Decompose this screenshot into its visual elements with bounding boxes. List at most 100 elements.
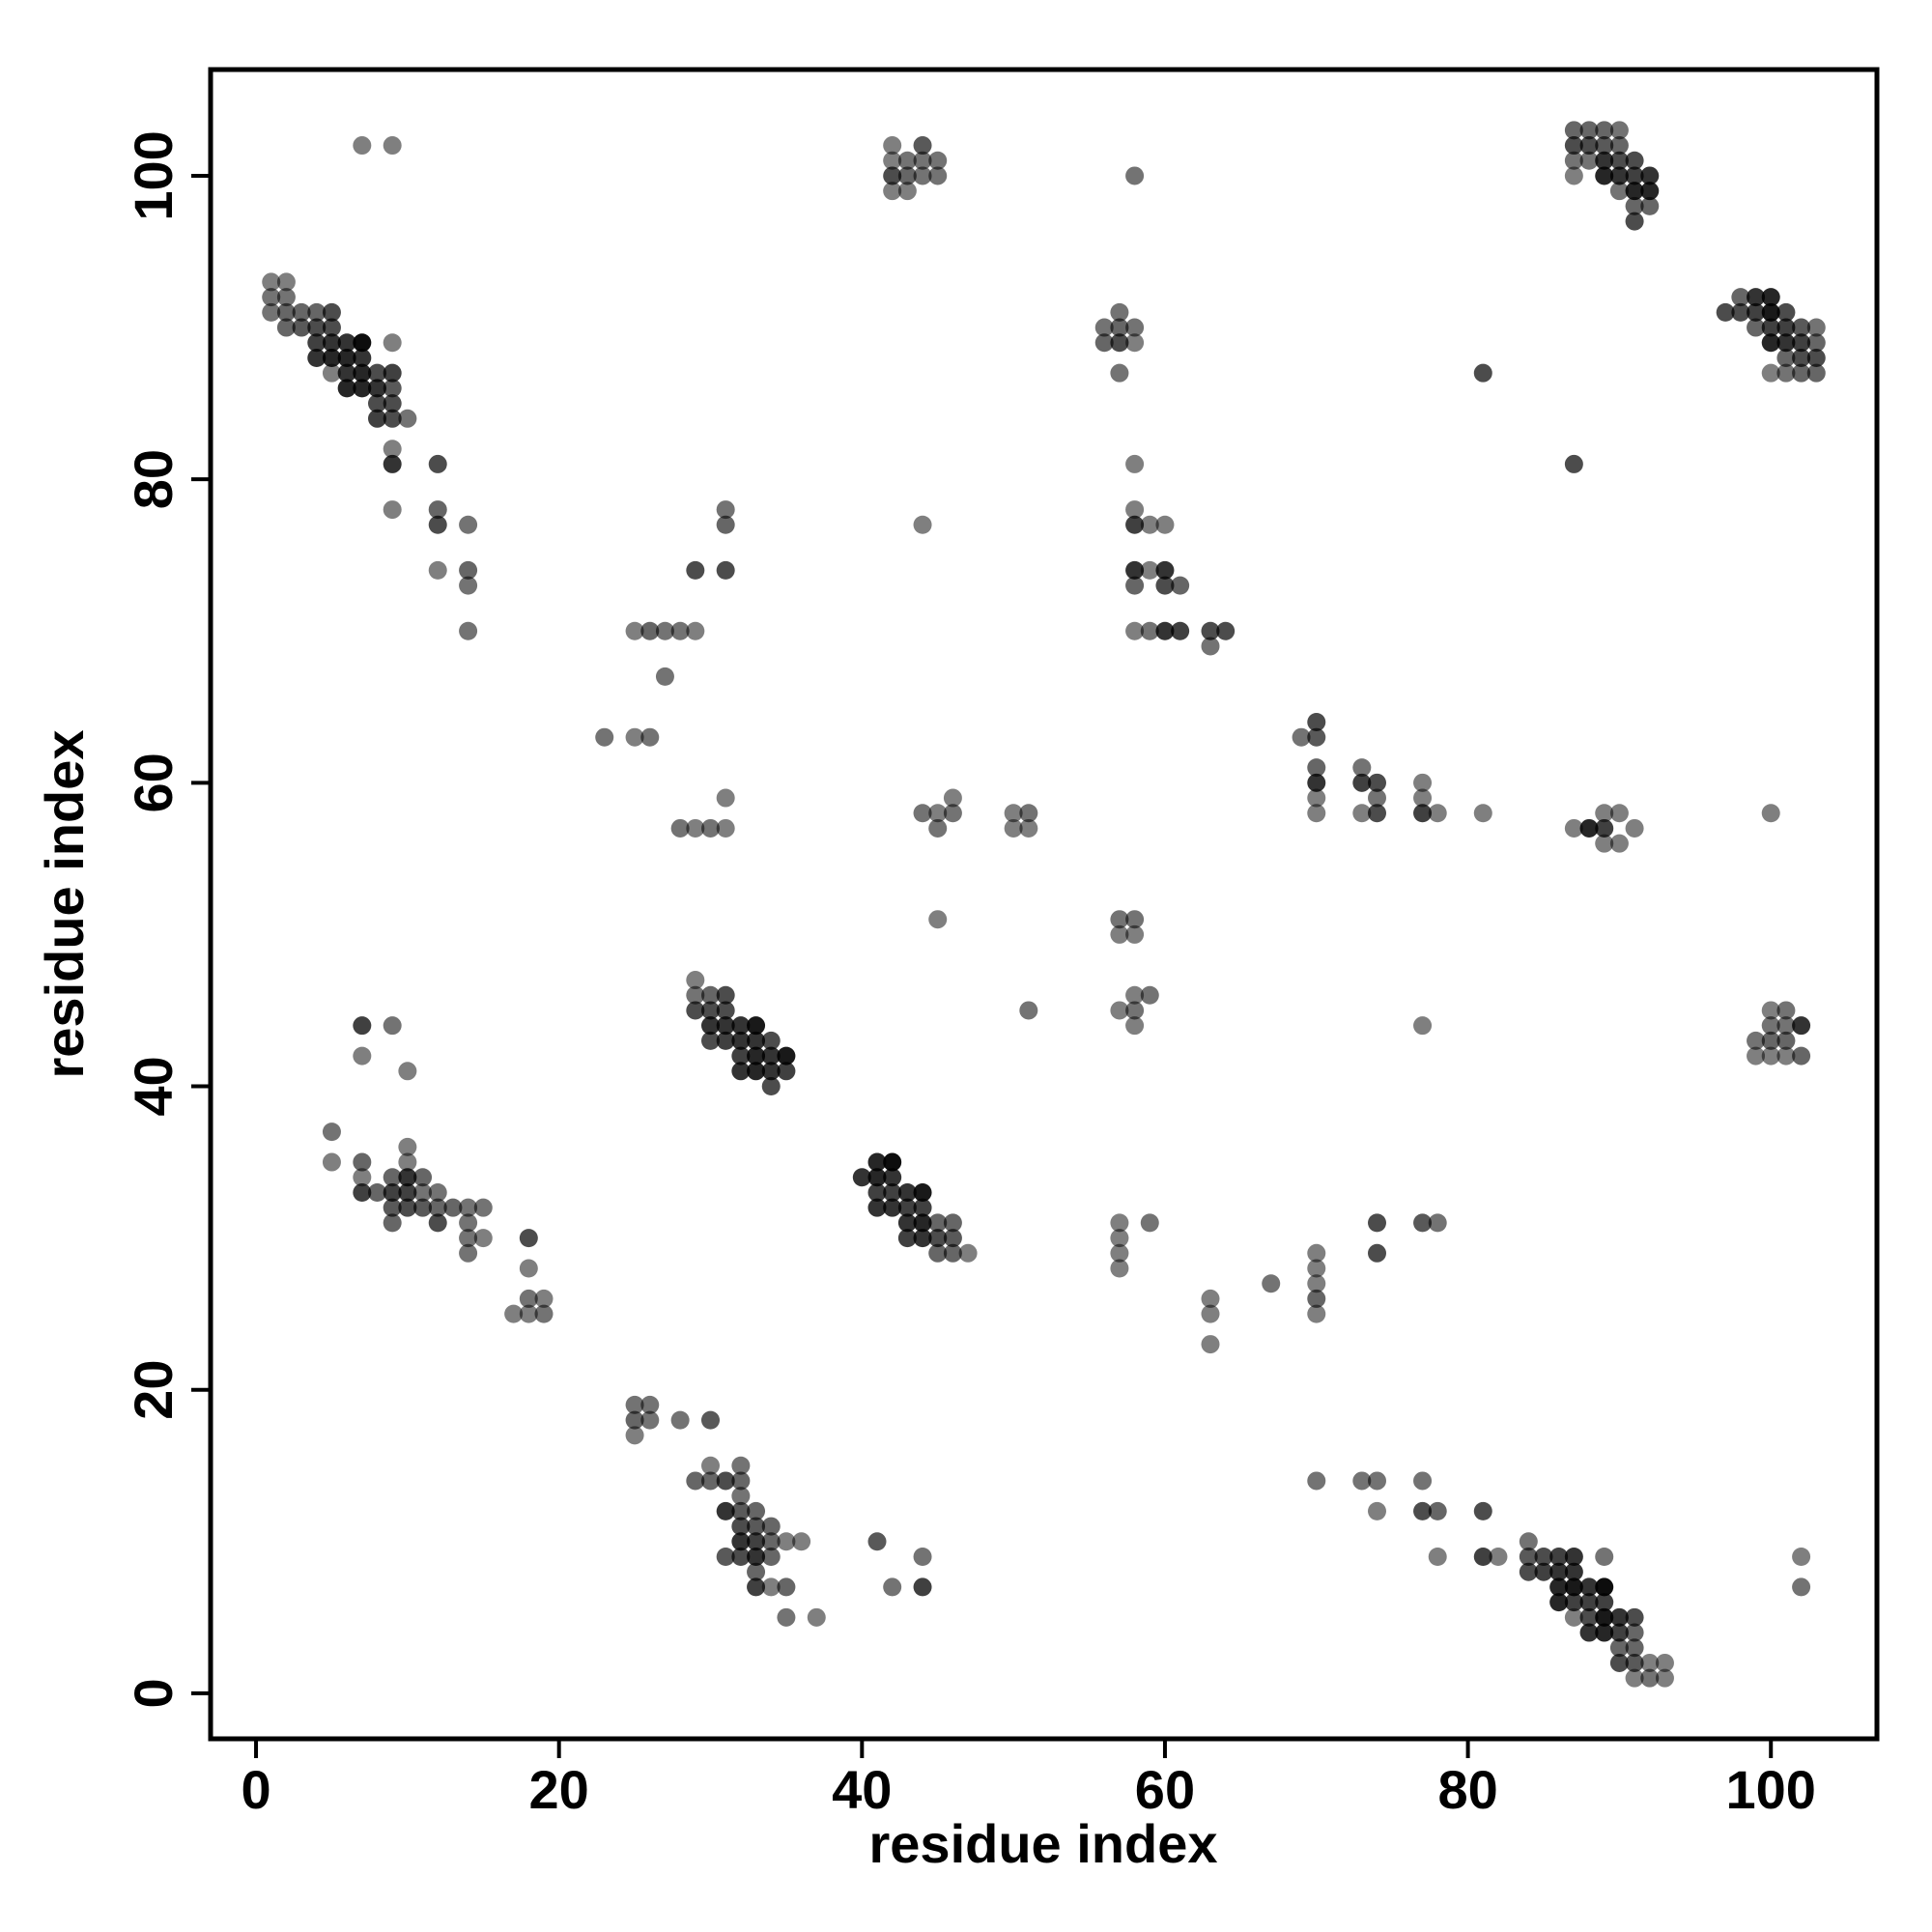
contact-point xyxy=(1201,637,1220,656)
contact-point xyxy=(1110,1259,1129,1278)
x-tick-label: 100 xyxy=(1726,1759,1816,1820)
contact-point xyxy=(428,454,447,473)
contact-point xyxy=(398,1062,417,1081)
contact-point xyxy=(655,667,674,686)
contact-point xyxy=(1201,1304,1220,1323)
contact-point xyxy=(1761,288,1780,307)
contact-point xyxy=(1579,151,1599,170)
contact-point xyxy=(1201,621,1220,640)
contact-point xyxy=(731,1046,751,1065)
contact-point xyxy=(928,1213,948,1233)
contact-point xyxy=(1776,333,1796,353)
contact-point xyxy=(1019,1001,1038,1020)
contact-point xyxy=(1201,1289,1220,1308)
contact-point xyxy=(1307,727,1326,747)
contact-point xyxy=(1761,1046,1780,1065)
contact-point xyxy=(519,1229,538,1248)
contact-point xyxy=(1155,560,1175,580)
contact-point xyxy=(353,1046,372,1065)
contact-point xyxy=(353,1168,372,1187)
contact-point xyxy=(307,318,327,337)
contact-point xyxy=(625,727,644,747)
contact-point xyxy=(595,727,614,747)
contact-point xyxy=(1747,302,1766,322)
contact-point xyxy=(383,394,402,413)
contact-point xyxy=(1564,166,1583,185)
contact-point xyxy=(276,302,296,322)
contact-point xyxy=(383,1016,402,1036)
contact-point xyxy=(353,1016,372,1036)
contact-point xyxy=(1549,1562,1569,1581)
contact-point xyxy=(353,1182,372,1202)
contact-point xyxy=(459,1198,478,1217)
contact-point xyxy=(1125,576,1145,595)
contact-point xyxy=(686,621,705,640)
contact-point xyxy=(1792,1046,1811,1065)
contact-point xyxy=(1413,1016,1433,1036)
contact-point xyxy=(1368,1501,1386,1520)
contact-point xyxy=(1761,1001,1780,1020)
contact-point xyxy=(1747,318,1766,337)
contact-point xyxy=(761,1062,781,1081)
contact-point xyxy=(716,1501,735,1520)
contact-point xyxy=(1368,1213,1386,1233)
contact-point xyxy=(731,1532,751,1551)
contact-point xyxy=(1110,302,1129,322)
contact-point xyxy=(1776,1031,1796,1050)
contact-point xyxy=(777,1607,796,1627)
contact-point xyxy=(459,1213,478,1233)
contact-point xyxy=(1609,121,1629,140)
contact-point xyxy=(1609,1623,1629,1642)
contact-point xyxy=(1549,1577,1569,1597)
contact-point xyxy=(913,151,932,170)
contact-point xyxy=(1307,1243,1326,1263)
contact-point xyxy=(1609,166,1629,185)
contact-point xyxy=(731,1016,751,1036)
contact-point xyxy=(883,1152,902,1172)
contact-point xyxy=(1155,515,1175,534)
contact-point xyxy=(777,1046,796,1065)
contact-point xyxy=(1368,1243,1386,1263)
contact-point xyxy=(353,363,372,383)
contact-point xyxy=(1368,1471,1386,1491)
x-tick-label: 60 xyxy=(1135,1759,1195,1820)
y-tick-label: 60 xyxy=(123,753,184,812)
contact-point xyxy=(1564,151,1583,170)
contact-point xyxy=(761,1532,781,1551)
contact-point xyxy=(322,302,341,322)
contact-point xyxy=(1595,151,1614,170)
contact-point xyxy=(1216,621,1236,640)
contact-point xyxy=(1519,1562,1538,1581)
contact-point xyxy=(428,1182,447,1202)
contact-point xyxy=(747,1016,766,1036)
contact-point xyxy=(913,166,932,185)
contact-point xyxy=(1609,136,1629,156)
contact-point xyxy=(383,333,402,353)
contact-point xyxy=(1761,363,1780,383)
contact-point xyxy=(777,1532,796,1551)
contact-point xyxy=(1125,924,1145,944)
contact-point xyxy=(1564,1562,1583,1581)
contact-point xyxy=(1776,302,1796,322)
contact-point xyxy=(292,318,311,337)
contact-point xyxy=(398,1198,417,1217)
contact-point xyxy=(383,409,402,428)
contact-point xyxy=(716,788,735,808)
contact-point xyxy=(1110,1213,1129,1233)
contact-point xyxy=(1609,1653,1629,1672)
contact-point xyxy=(807,1607,826,1627)
contact-point xyxy=(928,804,948,823)
contact-point xyxy=(1519,1532,1538,1551)
contact-point xyxy=(1595,166,1614,185)
contact-point xyxy=(928,1229,948,1248)
contact-point xyxy=(943,1229,962,1248)
contact-point xyxy=(716,515,735,534)
contact-point xyxy=(383,1198,402,1217)
contact-point xyxy=(322,318,341,337)
contact-point xyxy=(1094,333,1114,353)
contact-point xyxy=(473,1229,493,1248)
contact-point xyxy=(262,302,281,322)
contact-point xyxy=(747,1031,766,1050)
contact-point xyxy=(883,166,902,185)
contact-point xyxy=(1110,333,1129,353)
